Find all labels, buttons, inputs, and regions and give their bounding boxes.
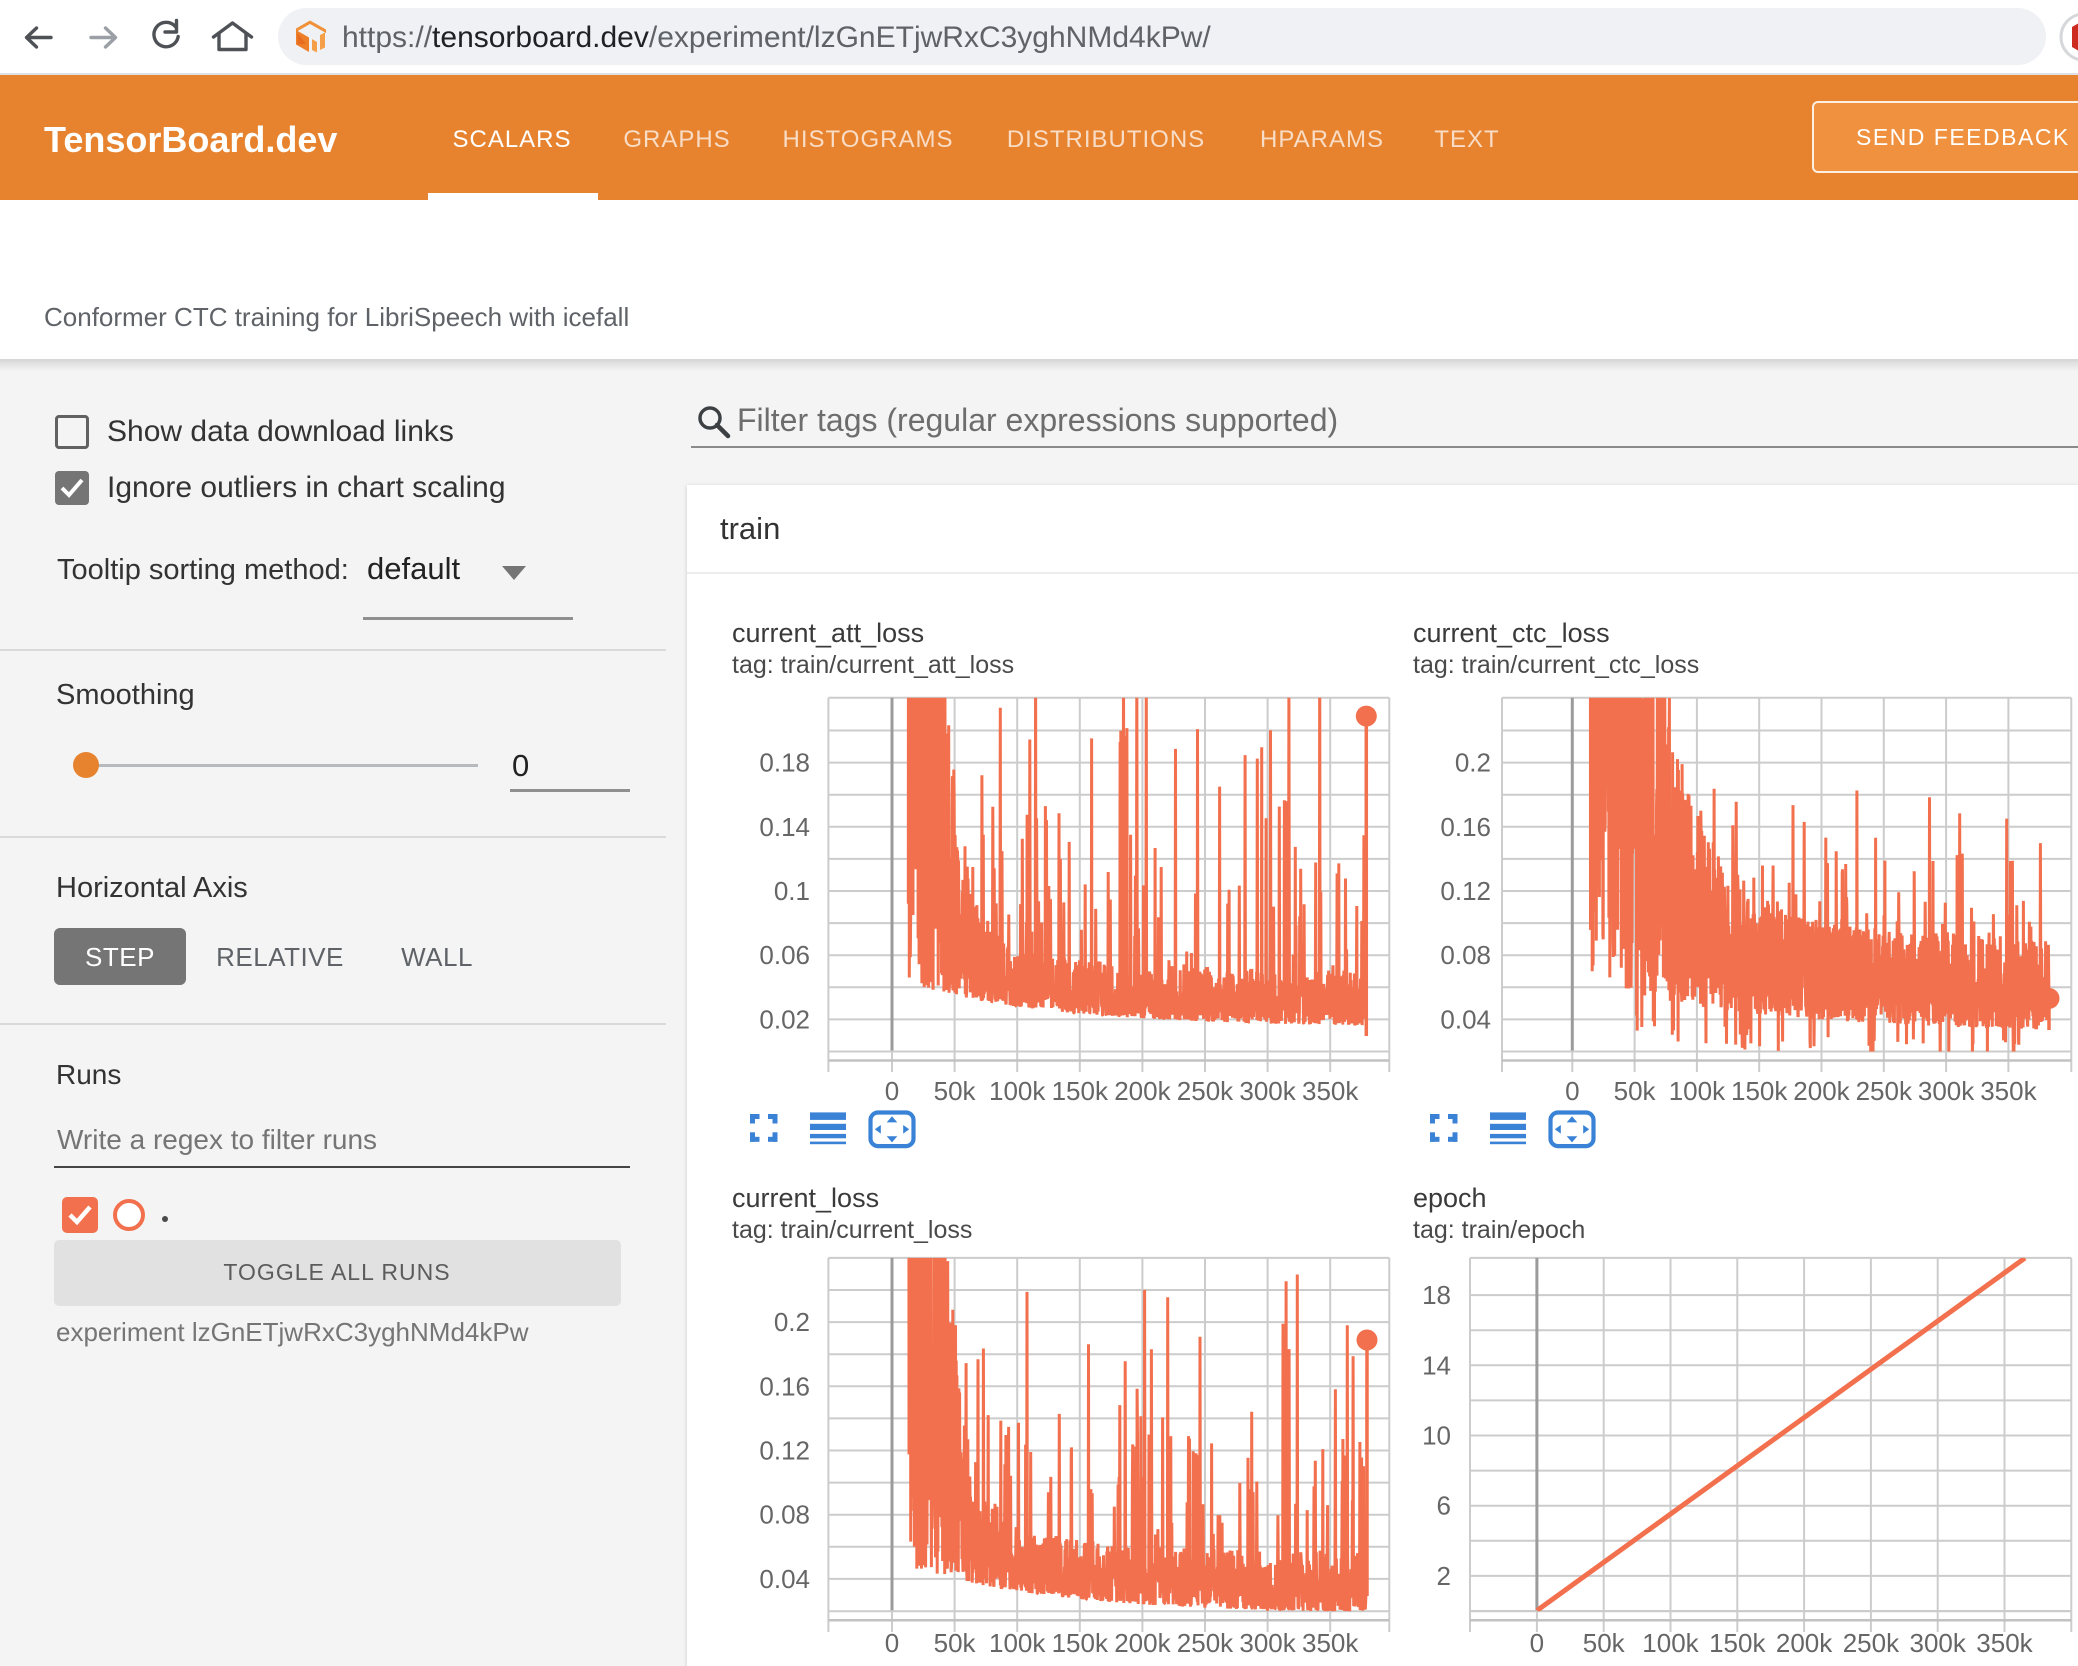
svg-text:18: 18 [1422,1280,1451,1310]
svg-text:100k: 100k [1669,1076,1726,1106]
svg-text:0.06: 0.06 [759,940,810,970]
svg-text:300k: 300k [1918,1076,1975,1106]
svg-text:0.14: 0.14 [759,812,810,842]
svg-text:100k: 100k [1642,1628,1699,1658]
svg-text:250k: 250k [1177,1076,1234,1106]
svg-text:200k: 200k [1114,1076,1171,1106]
svg-text:0.02: 0.02 [759,1004,810,1034]
svg-text:0.08: 0.08 [1440,940,1491,970]
svg-text:350k: 350k [1302,1628,1359,1658]
svg-text:200k: 200k [1793,1076,1850,1106]
svg-text:50k: 50k [1583,1628,1626,1658]
svg-text:150k: 150k [1052,1076,1109,1106]
svg-text:300k: 300k [1910,1628,1967,1658]
svg-text:350k: 350k [1976,1628,2033,1658]
svg-text:6: 6 [1437,1491,1451,1521]
svg-text:250k: 250k [1177,1628,1234,1658]
svg-text:0.04: 0.04 [1440,1004,1491,1034]
svg-text:0: 0 [885,1628,899,1658]
svg-text:10: 10 [1422,1421,1451,1451]
svg-text:300k: 300k [1239,1628,1296,1658]
svg-text:0: 0 [1565,1076,1579,1106]
svg-text:50k: 50k [934,1076,977,1106]
svg-text:300k: 300k [1239,1076,1296,1106]
svg-text:0.1: 0.1 [774,876,810,906]
svg-text:0.2: 0.2 [1455,748,1491,778]
svg-text:350k: 350k [1980,1076,2037,1106]
svg-text:0.18: 0.18 [759,748,810,778]
svg-text:14: 14 [1422,1350,1451,1380]
svg-text:0.04: 0.04 [759,1564,810,1594]
svg-text:100k: 100k [989,1076,1046,1106]
svg-text:100k: 100k [989,1628,1046,1658]
svg-text:150k: 150k [1052,1628,1109,1658]
svg-text:250k: 250k [1856,1076,1913,1106]
svg-text:0.16: 0.16 [759,1371,810,1401]
svg-text:0.08: 0.08 [759,1500,810,1530]
svg-text:0.16: 0.16 [1440,812,1491,842]
svg-text:200k: 200k [1776,1628,1833,1658]
svg-text:0: 0 [1530,1628,1544,1658]
svg-text:150k: 150k [1709,1628,1766,1658]
svg-text:0: 0 [885,1076,899,1106]
svg-text:250k: 250k [1843,1628,1900,1658]
svg-text:350k: 350k [1302,1076,1359,1106]
svg-text:2: 2 [1437,1561,1451,1591]
svg-text:0.12: 0.12 [759,1436,810,1466]
svg-text:50k: 50k [1614,1076,1657,1106]
svg-text:150k: 150k [1731,1076,1788,1106]
svg-text:0.2: 0.2 [774,1307,810,1337]
svg-text:200k: 200k [1114,1628,1171,1658]
svg-text:0.12: 0.12 [1440,876,1491,906]
svg-text:50k: 50k [934,1628,977,1658]
